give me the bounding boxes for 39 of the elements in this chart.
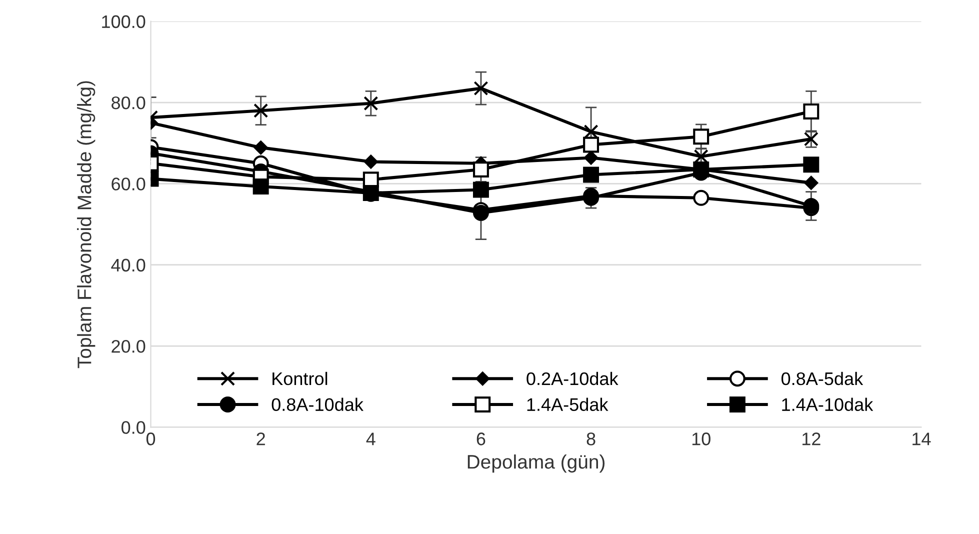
- point: [254, 103, 268, 118]
- point: [584, 150, 598, 165]
- y-tick-label: 60.0: [112, 178, 146, 190]
- point: [364, 96, 378, 111]
- point: [804, 176, 818, 190]
- y-tick-label: 80.0: [112, 96, 146, 110]
- point: [803, 156, 820, 173]
- x-tick-label: 6: [476, 432, 486, 446]
- point: [693, 190, 710, 206]
- legend-label: 0.2A-10dak: [526, 372, 618, 386]
- y-tick-label: 40.0: [111, 258, 146, 272]
- legend-label: 1.4A-10dak: [782, 398, 874, 411]
- y-tick-label: 100.0: [102, 15, 146, 28]
- x-tick-label: 0: [146, 432, 156, 446]
- x-tick-label: 12: [802, 432, 820, 446]
- y-tick-label: 20.0: [112, 340, 146, 353]
- legend-label: 0.8A-5dak: [781, 372, 864, 386]
- point: [252, 178, 269, 195]
- point: [474, 81, 488, 96]
- point: [254, 140, 268, 155]
- point: [364, 154, 378, 169]
- point: [583, 166, 600, 183]
- x-tick-label: 4: [366, 432, 376, 446]
- point: [803, 103, 820, 120]
- point: [472, 162, 489, 178]
- x-tick-label: 8: [586, 432, 596, 446]
- y-tick-label: 0.0: [122, 421, 146, 434]
- x-tick-label: 14: [912, 432, 931, 446]
- legend-label: Kontrol: [272, 372, 328, 386]
- point: [693, 128, 710, 145]
- x-tick-label: 2: [256, 432, 265, 446]
- y-axis-title: Toplam Flavonoid Madde (mg/kg): [77, 81, 96, 368]
- point: [583, 136, 600, 153]
- legend-label: 0.8A-10dak: [272, 398, 364, 411]
- point: [472, 182, 489, 198]
- x-axis-title: Depolama (gün): [468, 454, 605, 473]
- x-tick-label: 10: [692, 432, 710, 446]
- legend-label: 1.4A-5dak: [527, 398, 608, 411]
- point: [362, 172, 379, 188]
